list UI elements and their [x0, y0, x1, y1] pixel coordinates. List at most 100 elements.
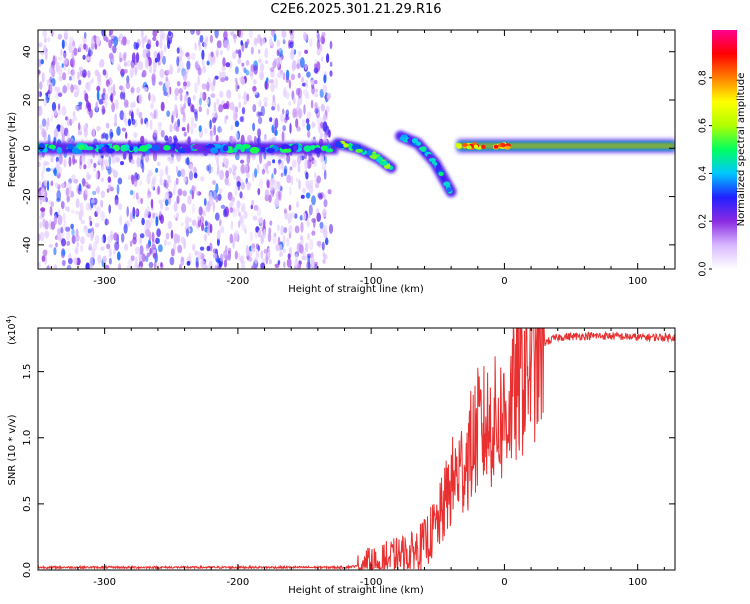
noise-blob [87, 174, 92, 180]
noise-blob [114, 241, 120, 251]
noise-blob [243, 163, 249, 173]
central-line-blob [222, 145, 229, 152]
noise-blob [297, 163, 301, 173]
noise-blob [119, 57, 123, 63]
noise-blob [108, 257, 112, 265]
noise-blob [41, 255, 46, 262]
noise-blob [144, 208, 149, 219]
central-line-blob [56, 146, 63, 154]
noise-blob [255, 243, 259, 250]
noise-blob [269, 36, 273, 47]
noise-blob [217, 193, 222, 201]
noise-blob [110, 86, 113, 93]
noise-blob [53, 168, 57, 175]
noise-blob [82, 177, 86, 187]
noise-blob [302, 187, 306, 194]
noise-blob [61, 105, 67, 116]
noise-blob [255, 249, 260, 258]
central-line-blob [100, 146, 107, 152]
noise-blob [38, 161, 41, 167]
noise-blob [273, 232, 277, 237]
noise-blob [43, 44, 47, 55]
noise-blob [105, 38, 109, 43]
noise-blob [169, 123, 173, 133]
noise-blob [83, 164, 87, 170]
noise-blob [212, 201, 215, 213]
noise-blob [316, 48, 321, 56]
noise-blob [194, 82, 198, 94]
noise-blob [146, 43, 151, 50]
noise-blob [113, 249, 116, 255]
noise-blob [254, 257, 258, 264]
noise-blob [163, 44, 167, 53]
noise-blob [109, 186, 114, 192]
noise-blob [269, 67, 275, 72]
noise-blob [190, 30, 195, 35]
noise-blob [272, 94, 276, 103]
spectrogram-y-tick-label: 40 [22, 45, 33, 58]
noise-blob [40, 187, 45, 198]
noise-blob [146, 58, 149, 70]
noise-blob [289, 41, 294, 49]
noise-blob [297, 87, 302, 99]
noise-blob [235, 131, 239, 141]
noise-blob [236, 200, 241, 208]
descending-trace-blob [418, 146, 426, 151]
noise-blob [91, 248, 95, 260]
noise-blob [146, 252, 151, 257]
noise-blob [308, 204, 313, 216]
noise-blob [295, 87, 301, 96]
noise-blob [173, 135, 177, 141]
noise-blob [280, 153, 285, 159]
colorbar-tick-label: 0.6 [698, 118, 709, 133]
noise-blob [257, 188, 261, 196]
noise-blob [154, 57, 158, 63]
noise-blob [57, 214, 63, 226]
noise-blob [232, 238, 236, 249]
noise-blob [106, 243, 111, 250]
noise-blob [294, 213, 298, 219]
noise-blob [111, 168, 115, 173]
noise-blob [198, 97, 202, 106]
noise-blob [123, 61, 128, 67]
noise-blob [251, 264, 256, 269]
noise-blob [65, 226, 71, 232]
noise-blob [267, 79, 271, 84]
noise-blob [64, 30, 69, 39]
noise-blob [209, 223, 213, 234]
noise-blob [151, 244, 157, 251]
noise-blob [268, 259, 273, 265]
noise-blob [142, 48, 147, 59]
noise-blob [151, 73, 156, 82]
noise-blob [159, 214, 164, 224]
noise-blob [89, 264, 94, 269]
noise-blob [100, 177, 105, 182]
noise-blob [175, 177, 179, 185]
spectrogram-x-tick-label: -300 [93, 276, 116, 287]
noise-blob [127, 175, 132, 180]
noise-blob [187, 123, 190, 134]
noise-blob [206, 108, 210, 116]
noise-blob [314, 102, 318, 111]
noise-blob [102, 255, 107, 263]
noise-blob [141, 253, 146, 263]
noise-blob [267, 232, 272, 243]
noise-blob [108, 204, 111, 214]
noise-blob [129, 211, 133, 223]
noise-blob [292, 108, 297, 119]
noise-blob [274, 129, 278, 136]
noise-blob [88, 215, 92, 223]
noise-blob [47, 134, 51, 145]
noise-blob [148, 221, 152, 229]
noise-blob [319, 44, 323, 52]
noise-blob [107, 176, 112, 183]
noise-blob [221, 66, 226, 71]
noise-blob [66, 82, 70, 91]
noise-blob [87, 184, 92, 189]
noise-blob [220, 49, 223, 56]
noise-blob [132, 232, 137, 240]
noise-blob [79, 244, 84, 252]
noise-blob [60, 227, 64, 234]
noise-blob [70, 84, 74, 93]
noise-blob [97, 79, 102, 87]
